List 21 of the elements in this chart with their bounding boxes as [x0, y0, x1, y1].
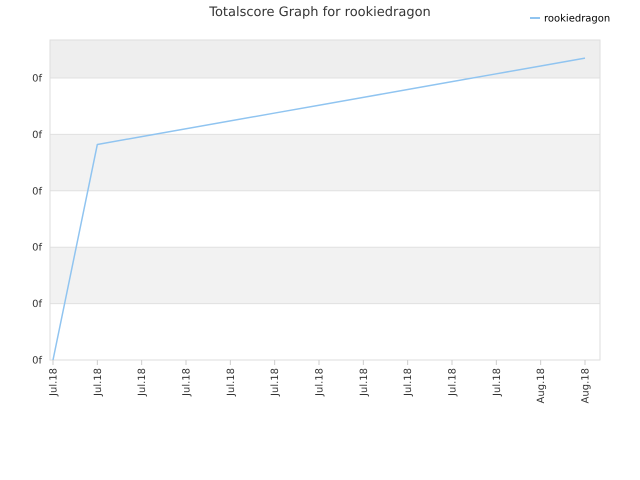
x-tick-label: Jul.18 [403, 368, 414, 397]
text: 0f [32, 356, 42, 366]
x-tick-label: Jul.18 [226, 368, 237, 397]
x-tick-label: Jul.18 [48, 368, 60, 397]
x-tick-label: Jul.18 [448, 368, 458, 397]
chart-title: Totalscore Graph for rookiedragon [208, 5, 431, 20]
x-tick-label: Jul.18 [182, 368, 192, 397]
text: 0f [32, 130, 42, 141]
x-tick-label: Jul.18 [137, 368, 148, 397]
x-tick-label: Aug.18 [536, 368, 548, 404]
x-tick-label: Jul.18 [358, 368, 370, 397]
x-tick-label: Jul.18 [314, 368, 326, 397]
x-tick-label: Jul.18 [492, 368, 503, 397]
x-tick-label: Jul.18 [92, 368, 104, 397]
text: 0f [32, 74, 42, 84]
legend-label: rookiedragon [544, 14, 610, 24]
text: 0f [32, 242, 42, 254]
x-tick-label: Aug.18 [580, 368, 592, 404]
text: 0f [32, 186, 42, 198]
x-tick-label: Jul.18 [270, 368, 282, 397]
text: 0f [32, 299, 42, 310]
